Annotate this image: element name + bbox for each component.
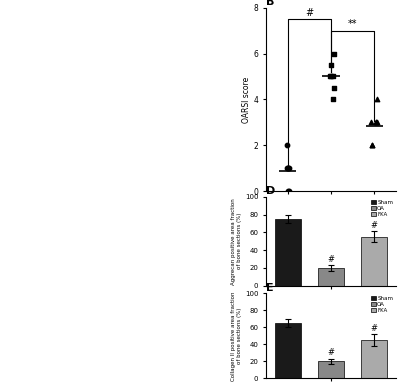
- Point: [284, 142, 290, 148]
- Point: [285, 165, 292, 171]
- Bar: [361, 340, 387, 378]
- Point: [328, 73, 334, 80]
- Text: #: #: [328, 349, 334, 357]
- Point: [374, 96, 380, 102]
- Bar: [361, 237, 387, 286]
- Y-axis label: Aggrecan positive area fraction
of bone sections (%): Aggrecan positive area fraction of bone …: [231, 198, 242, 284]
- Bar: [318, 361, 344, 378]
- Legend: Sham, OA, FKA: Sham, OA, FKA: [371, 200, 393, 217]
- Point: [285, 165, 291, 171]
- Bar: [318, 268, 344, 286]
- Point: [284, 165, 290, 171]
- Point: [328, 62, 335, 68]
- Text: E: E: [266, 283, 274, 293]
- Point: [330, 51, 337, 57]
- Legend: Sham, OA, FKA: Sham, OA, FKA: [371, 296, 393, 313]
- Point: [286, 188, 292, 194]
- Text: #: #: [371, 324, 378, 333]
- Point: [368, 142, 375, 148]
- Point: [285, 188, 291, 194]
- Y-axis label: OARSI score: OARSI score: [242, 76, 251, 122]
- Text: B: B: [266, 0, 274, 7]
- Bar: [275, 219, 301, 286]
- Point: [285, 165, 292, 171]
- Text: #: #: [305, 8, 313, 18]
- Point: [330, 96, 336, 102]
- Point: [330, 73, 336, 80]
- Point: [373, 119, 379, 125]
- Y-axis label: Collagen II positive area fraction
of bone sections (%): Collagen II positive area fraction of bo…: [231, 291, 242, 381]
- Point: [368, 119, 375, 125]
- Point: [331, 85, 337, 91]
- Text: #: #: [371, 221, 378, 230]
- Text: **: **: [348, 19, 358, 29]
- Text: #: #: [328, 255, 334, 264]
- Point: [373, 119, 380, 125]
- Text: D: D: [266, 186, 275, 196]
- Bar: [275, 323, 301, 378]
- Point: [369, 142, 375, 148]
- Point: [327, 73, 334, 80]
- Point: [373, 119, 380, 125]
